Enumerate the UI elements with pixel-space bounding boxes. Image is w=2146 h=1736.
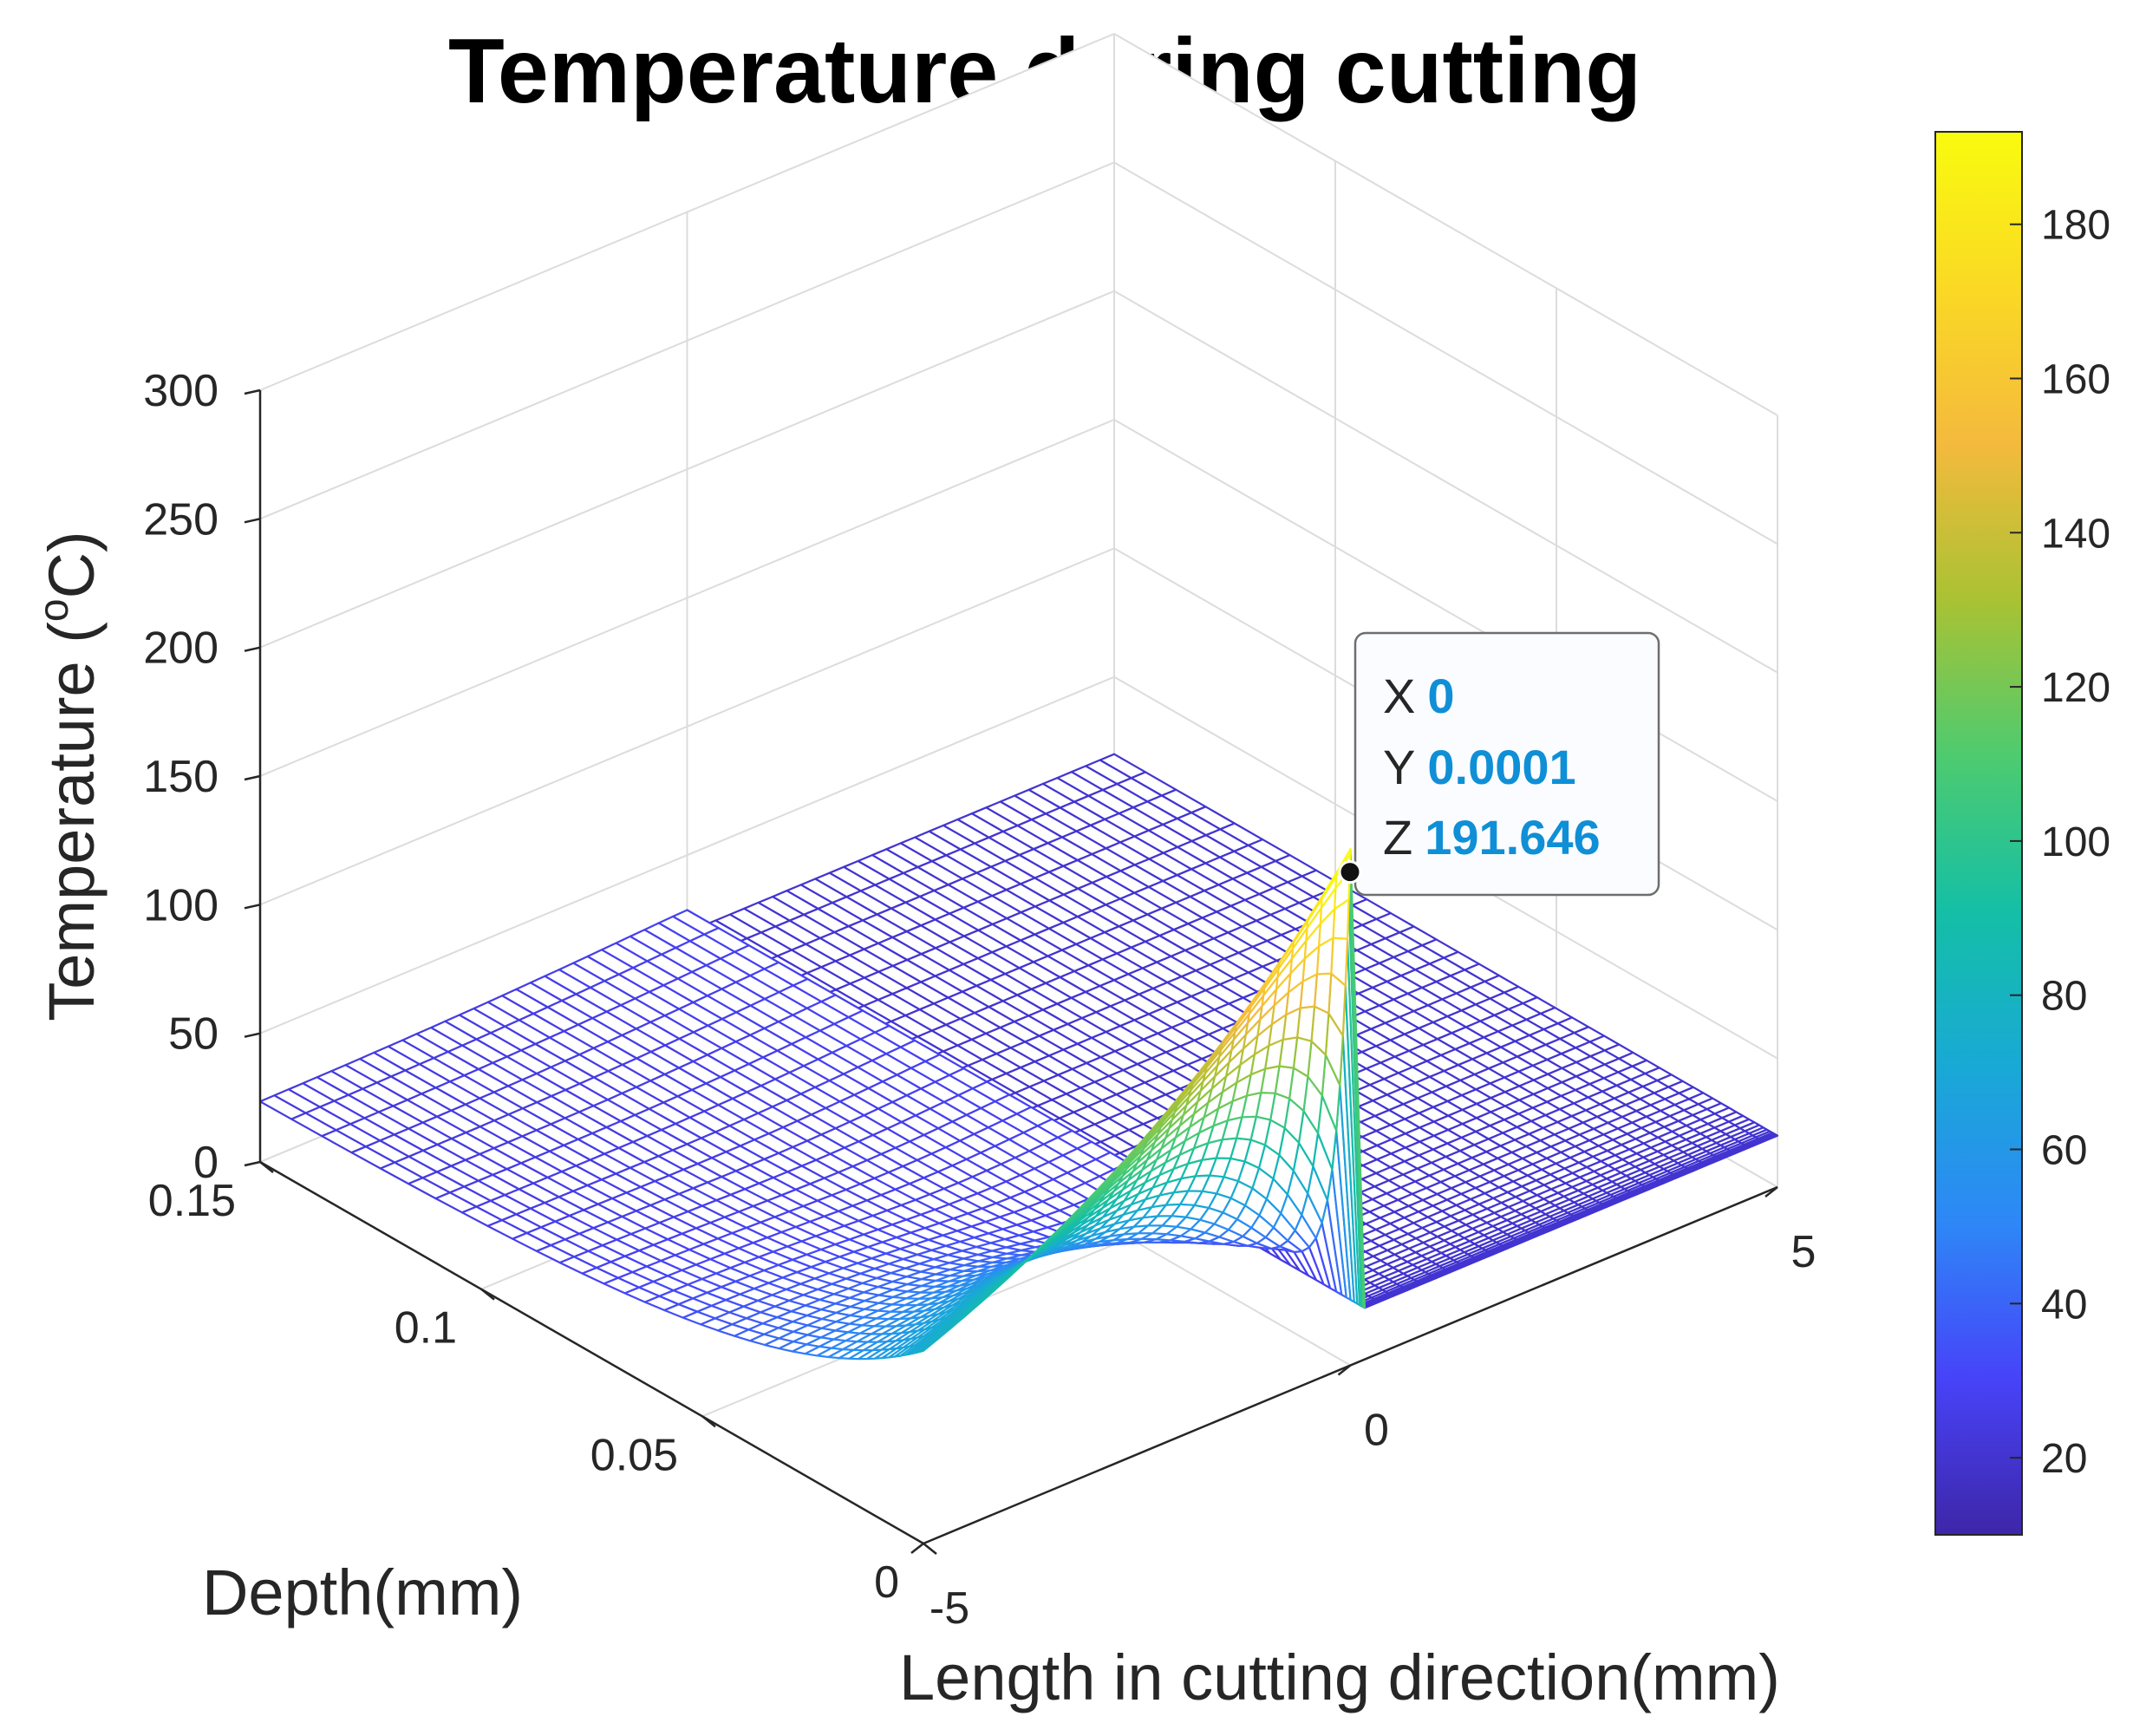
x-tick-mark (1337, 1364, 1352, 1376)
grid-line-z (1113, 419, 1778, 802)
x-tick-label: 5 (1791, 1227, 1817, 1277)
z-tick-label: 300 (143, 366, 219, 416)
temperature-surface (258, 753, 1779, 1361)
y-axis-label: Depth(mm) (202, 1557, 523, 1628)
z-axis-label: Temperature (oC) (31, 531, 108, 1021)
y-tick-label: 0.1 (395, 1303, 457, 1354)
z-tick-mark (244, 388, 261, 395)
colorbar: 20 40 60 80 100 120 140 160 180 (1934, 131, 2110, 1536)
z-tick-label: 100 (143, 880, 219, 930)
data-tip-y-row: Y 0.0001 (1383, 740, 1576, 794)
colorbar-tick-label: 140 (2041, 511, 2110, 557)
data-tip-box (1353, 631, 1660, 897)
z-tick-mark (244, 518, 261, 524)
x-axis-label: Length in cutting direction(mm) (899, 1641, 1780, 1713)
y-tick-label: 0 (874, 1557, 899, 1608)
surface-cell (922, 1338, 939, 1352)
z-tick-mark (244, 904, 261, 910)
y-tick-mark (701, 1415, 716, 1428)
z-tick-mark (244, 774, 261, 781)
x-tick-mark (910, 1543, 924, 1554)
colorbar-tick-label: 60 (2041, 1127, 2087, 1173)
colorbar-tick-label: 40 (2041, 1282, 2087, 1328)
colorbar-ticks: 20 40 60 80 100 120 140 160 180 (2010, 203, 2110, 1482)
z-tick-mark (244, 1160, 261, 1167)
colorbar-tick-label: 100 (2041, 819, 2110, 865)
data-tip-z-row: Z 191.646 (1383, 810, 1601, 865)
z-tick-label: 0 (193, 1138, 219, 1188)
z-tick-mark (244, 646, 261, 652)
colorbar-tick-label: 160 (2041, 356, 2110, 402)
grid-line-z (1113, 33, 1778, 416)
z-tick-label: 50 (168, 1009, 219, 1060)
colorbar-tick-label: 80 (2041, 974, 2087, 1020)
colorbar-tick-label: 120 (2041, 665, 2110, 711)
z-tick-mark (244, 1032, 261, 1038)
z-tick-label: 250 (143, 494, 219, 545)
y-tick-label: 0.05 (590, 1430, 678, 1480)
z-tick-label: 200 (143, 623, 219, 674)
y-tick-mark (923, 1543, 937, 1555)
grid-line-z (1113, 161, 1778, 545)
x-tick-label: 0 (1364, 1406, 1389, 1456)
x-tick-mark (1764, 1186, 1778, 1198)
y-tick-mark (480, 1288, 495, 1301)
data-tip-marker[interactable] (1338, 860, 1362, 884)
y-axis-line (259, 1160, 924, 1545)
colorbar-tick-label: 180 (2041, 203, 2110, 249)
z-tick-label: 150 (143, 752, 219, 802)
colorbar-tick-label: 20 (2041, 1436, 2087, 1482)
y-tick-label: 0.15 (148, 1176, 236, 1226)
grid-line-z (1113, 290, 1778, 674)
colorbar-gradient (1934, 131, 2023, 1536)
x-tick-label: -5 (929, 1583, 969, 1634)
y-tick-mark (259, 1161, 274, 1173)
